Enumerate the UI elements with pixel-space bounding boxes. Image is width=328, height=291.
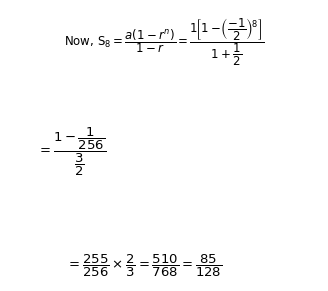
Text: $= \dfrac{255}{256} \times \dfrac{2}{3} = \dfrac{510}{768} = \dfrac{85}{128}$: $= \dfrac{255}{256} \times \dfrac{2}{3} … [66, 253, 222, 279]
Text: Now, $\mathrm{S_8} = \dfrac{a(1-r^n)}{1-r} = \dfrac{1\!\left[1-\!\left(\dfrac{-1: Now, $\mathrm{S_8} = \dfrac{a(1-r^n)}{1-… [64, 17, 264, 68]
Text: $= \dfrac{1-\dfrac{1}{256}}{\dfrac{3}{2}}$: $= \dfrac{1-\dfrac{1}{256}}{\dfrac{3}{2}… [37, 125, 107, 178]
